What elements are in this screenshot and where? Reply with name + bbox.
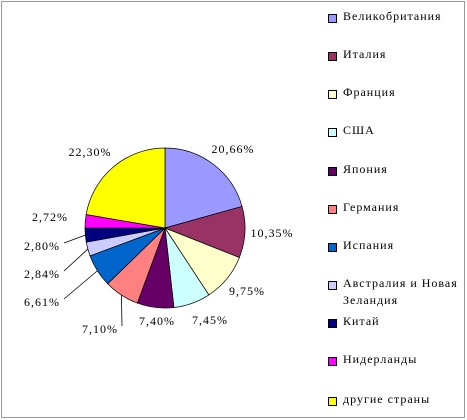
legend-entry: Австралия и Новая Зеландия [328, 276, 467, 309]
legend-entry: Франция [328, 85, 467, 101]
data-label: 2,80% [24, 239, 60, 253]
legend-entry: Испания [328, 238, 467, 254]
legend-entry: Япония [328, 162, 467, 178]
legend-entry: другие страны [328, 392, 467, 408]
legend-entry: Китай [328, 314, 467, 330]
data-label: 9,75% [229, 284, 265, 298]
legend-label: Нидерланды [343, 352, 418, 366]
legend-swatch [328, 281, 337, 290]
legend-label: Италия [343, 47, 387, 61]
data-label: 22,30% [69, 145, 112, 159]
leader-line [63, 234, 86, 244]
legend-label: Испания [343, 238, 395, 252]
legend-label: Германия [343, 200, 400, 214]
legend-swatch [328, 319, 337, 328]
legend-entry: Нидерланды [328, 352, 467, 368]
data-label: 10,35% [251, 226, 294, 240]
leader-line [121, 295, 123, 327]
legend-label: США [343, 123, 375, 137]
legend-swatch [328, 397, 337, 406]
legend-swatch [328, 90, 337, 99]
pie-slice [85, 147, 166, 229]
legend-swatch [328, 52, 337, 61]
legend-label: Великобритания [343, 9, 442, 23]
legend-label: Франция [343, 85, 396, 99]
legend-swatch [328, 357, 337, 366]
legend-swatch [328, 243, 337, 252]
data-label: 6,61% [24, 295, 60, 309]
legend-swatch [328, 167, 337, 176]
legend-swatch [328, 205, 337, 214]
legend-label: Япония [343, 162, 388, 176]
legend-entry: Германия [328, 200, 467, 216]
data-label: 2,84% [24, 267, 60, 281]
data-label: 7,10% [82, 322, 118, 336]
data-label: 20,66% [212, 142, 255, 156]
data-label: 7,40% [139, 314, 175, 328]
legend-entry: Италия [328, 47, 467, 63]
legend-entry: США [328, 123, 467, 139]
legend-entry: Великобритания [328, 9, 467, 25]
legend-swatch [328, 128, 337, 137]
legend-swatch [328, 14, 337, 23]
pie-slice [164, 147, 243, 229]
legend-label: Китай [343, 314, 380, 328]
leader-line [63, 270, 98, 300]
leader-line [63, 248, 89, 272]
data-label: 2,72% [32, 210, 68, 224]
data-label: 7,45% [192, 313, 228, 327]
legend-label: другие страны [343, 392, 431, 406]
legend-label: Австралия и Новая Зеландия [343, 276, 458, 307]
